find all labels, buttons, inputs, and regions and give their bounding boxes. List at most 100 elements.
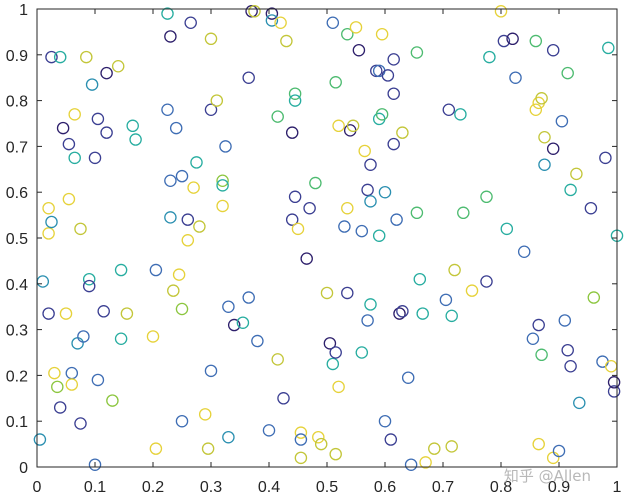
scatter-point <box>370 64 383 78</box>
scatter-point <box>564 183 577 197</box>
scatter-point <box>204 364 218 378</box>
x-tick-label: 0.2 <box>142 479 164 496</box>
scatter-point <box>33 433 47 446</box>
scatter-point <box>535 348 548 362</box>
scatter-point <box>332 380 345 394</box>
scatter-point <box>288 190 302 204</box>
scatter-point <box>227 318 241 332</box>
scatter-point <box>216 179 229 192</box>
scatter-point <box>51 380 64 394</box>
scatter-point <box>74 222 87 236</box>
scatter-point <box>91 373 105 387</box>
scatter-point <box>338 220 351 233</box>
scatter-point <box>149 263 163 277</box>
scatter-point <box>529 103 543 117</box>
scatter-point <box>390 213 403 226</box>
scatter-point <box>294 451 308 465</box>
scatter-point <box>53 50 67 64</box>
scatter-point <box>48 366 61 380</box>
scatter-point <box>216 174 229 187</box>
scatter-point <box>546 43 560 57</box>
scatter-point <box>546 451 560 465</box>
y-tick-label: 0.2 <box>6 368 28 385</box>
scatter-point <box>88 151 102 165</box>
scatter-point <box>251 334 264 348</box>
x-tick-label: 0.4 <box>258 479 280 496</box>
scatter-point <box>497 34 511 48</box>
x-tick-label: 1 <box>613 479 622 496</box>
scatter-point <box>483 50 496 64</box>
scatter-point <box>607 385 621 398</box>
scatter-point <box>364 195 377 208</box>
scatter-point <box>509 71 522 84</box>
x-tick-label: 0.5 <box>316 479 338 496</box>
scatter-point <box>349 21 363 34</box>
scatter-point <box>277 392 290 405</box>
scatter-point <box>378 185 392 199</box>
scatter-point <box>68 108 81 121</box>
scatter-point <box>396 126 409 139</box>
scatter-point <box>584 201 598 215</box>
scatter-point <box>439 293 453 307</box>
scatter-point <box>404 458 418 471</box>
scatter-point <box>219 140 232 153</box>
scatter-point <box>393 307 406 320</box>
scatter-point <box>320 286 334 300</box>
scatter-point <box>352 43 366 57</box>
scatter-point <box>285 213 299 226</box>
scatter-point <box>364 158 377 171</box>
scatter-point <box>114 263 128 277</box>
scatter-point <box>448 263 461 277</box>
scatter-point <box>604 359 618 373</box>
scatter-point <box>329 447 342 461</box>
scatter-point <box>561 343 574 357</box>
scatter-point <box>88 458 102 471</box>
scatter-point <box>288 94 302 107</box>
scatter-point <box>181 213 195 226</box>
scatter-point <box>146 330 160 343</box>
scatter-point <box>294 426 308 439</box>
scatter-point <box>129 133 142 146</box>
scatter-point <box>236 316 250 329</box>
scatter-point <box>442 103 456 117</box>
scatter-point <box>82 272 96 286</box>
scatter-point <box>602 41 615 55</box>
scatter-point <box>106 394 119 407</box>
scatter-point <box>387 137 400 151</box>
scatter-point <box>570 167 583 181</box>
scatter-point <box>294 433 308 446</box>
scatter-point <box>164 211 177 224</box>
y-tick-label: 0.9 <box>6 48 28 65</box>
axes-frame <box>36 8 618 468</box>
scatter-point <box>77 330 90 343</box>
scatter-point <box>500 222 514 236</box>
scatter-point <box>375 27 389 41</box>
y-tick-label: 0 <box>19 460 28 477</box>
data-points <box>33 5 624 471</box>
scatter-point <box>555 114 569 128</box>
scatter-point <box>45 215 58 229</box>
scatter-point <box>82 279 96 293</box>
scatter-point <box>222 430 235 444</box>
scatter-point <box>361 314 374 327</box>
scatter-point <box>285 126 299 139</box>
scatter-point <box>62 137 76 151</box>
scatter-point <box>111 60 125 73</box>
scatter-point <box>291 222 305 236</box>
scatter-point <box>271 353 284 366</box>
scatter-point <box>262 424 276 437</box>
scatter-point <box>372 229 386 242</box>
scatter-point <box>387 53 400 66</box>
scatter-point <box>100 66 113 80</box>
scatter-point <box>538 130 551 144</box>
scatter-point <box>561 66 574 80</box>
scatter-point <box>198 408 212 421</box>
scatter-point <box>71 337 84 350</box>
scatter-point <box>190 156 203 169</box>
scatter-point <box>288 87 302 100</box>
scatter-point <box>62 192 76 206</box>
scatter-point <box>599 151 612 165</box>
scatter-point <box>242 291 255 304</box>
scatter-point <box>587 291 601 304</box>
scatter-point <box>341 27 354 41</box>
